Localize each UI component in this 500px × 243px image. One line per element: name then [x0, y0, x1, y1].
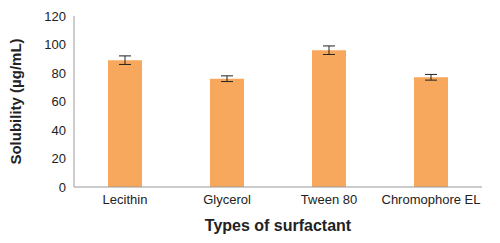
svg-text:120: 120	[44, 9, 66, 24]
svg-text:Types of surfactant: Types of surfactant	[205, 217, 352, 234]
svg-text:0: 0	[59, 180, 66, 195]
svg-text:Tween 80: Tween 80	[301, 192, 357, 207]
svg-text:20: 20	[52, 151, 66, 166]
svg-text:100: 100	[44, 37, 66, 52]
svg-text:Chromophore EL: Chromophore EL	[382, 192, 481, 207]
svg-text:40: 40	[52, 123, 66, 138]
svg-text:Solubility (µg/mL): Solubility (µg/mL)	[8, 38, 24, 164]
svg-text:80: 80	[52, 66, 66, 81]
svg-text:60: 60	[52, 94, 66, 109]
svg-text:Lecithin: Lecithin	[103, 192, 148, 207]
svg-text:Glycerol: Glycerol	[203, 192, 251, 207]
